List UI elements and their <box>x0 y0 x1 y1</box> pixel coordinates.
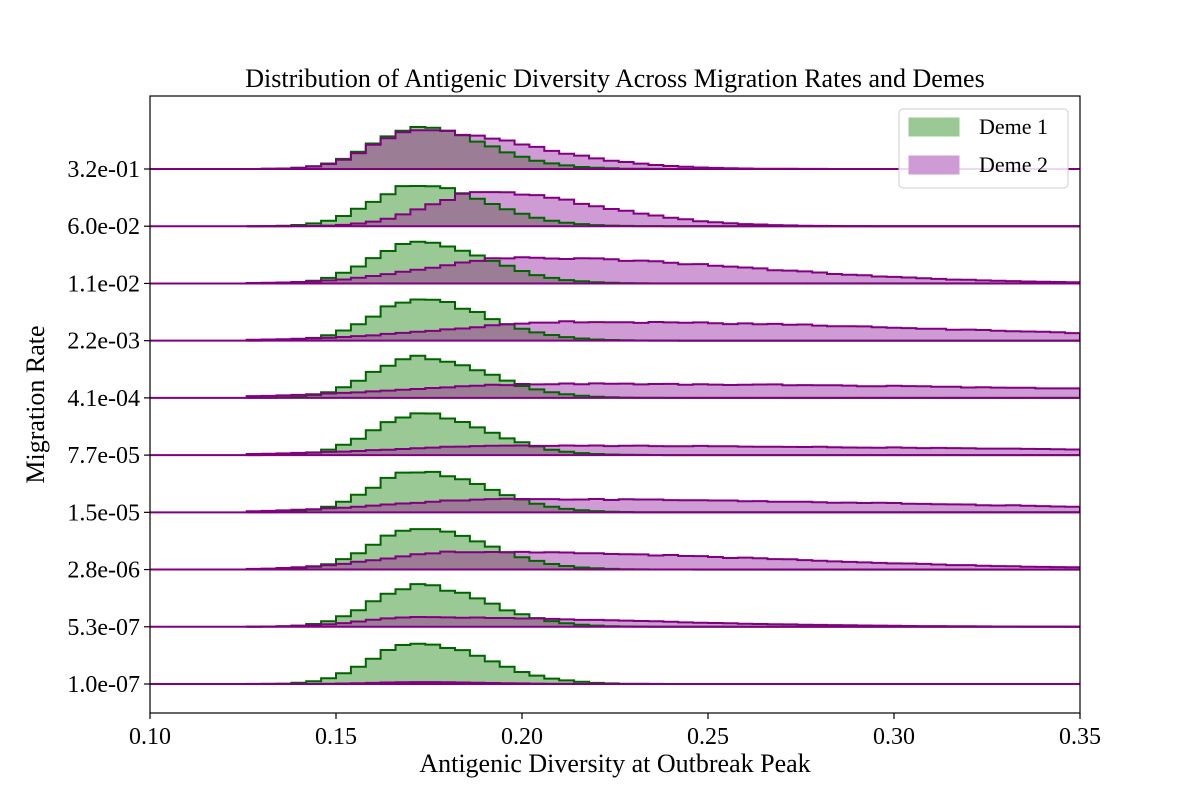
y-tick-label: 4.1e-04 <box>67 386 140 412</box>
y-tick-label: 3.2e-01 <box>67 157 140 183</box>
y-tick-label: 1.0e-07 <box>67 672 140 698</box>
x-tick-label: 0.15 <box>315 724 357 750</box>
ridge-row <box>150 412 1080 457</box>
x-tick-label: 0.30 <box>873 724 915 750</box>
ridge-row <box>150 470 1080 514</box>
axes-frame <box>149 95 1081 714</box>
y-tick-label: 1.1e-02 <box>67 271 140 297</box>
overlap-histogram-fill <box>246 324 1080 341</box>
overlap-histogram-fill <box>246 130 1080 169</box>
legend-label: Deme 2 <box>979 152 1048 177</box>
ridge-row <box>150 354 1080 399</box>
y-tick-label: 2.2e-03 <box>67 329 140 355</box>
deme2-histogram-edge <box>245 550 1080 570</box>
legend: Deme 1 Deme 2 <box>898 108 1069 189</box>
deme2-histogram-edge <box>245 320 1080 341</box>
ridge-row <box>150 126 1080 170</box>
y-tick-label: 1.5e-05 <box>67 500 140 526</box>
y-axis-label: Migration Rate <box>21 325 50 483</box>
deme2-histogram-edge <box>245 444 1080 456</box>
ridge-row <box>150 298 1080 342</box>
chart-title: Distribution of Antigenic Diversity Acro… <box>245 64 984 93</box>
y-tick-label: 2.8e-06 <box>67 558 140 584</box>
deme1-histogram-fill <box>246 643 1080 684</box>
overlap-histogram-fill <box>246 445 1080 456</box>
deme2-histogram-edge <box>245 256 1080 284</box>
legend-label: Deme 1 <box>979 114 1048 139</box>
x-tick-label: 0.10 <box>129 724 171 750</box>
ridge-row <box>150 240 1080 285</box>
overlap-histogram-fill <box>246 260 1080 284</box>
x-tick-label: 0.35 <box>1059 724 1101 750</box>
y-tick-label: 7.7e-05 <box>67 443 140 469</box>
deme1-histogram-fill <box>246 584 1080 627</box>
ridge-row <box>150 185 1080 228</box>
y-tick-label: 6.0e-02 <box>67 214 140 240</box>
x-tick-label: 0.20 <box>501 724 543 750</box>
legend-swatch <box>908 155 960 175</box>
y-tick-label: 5.3e-07 <box>67 615 140 641</box>
legend-swatch <box>908 117 960 137</box>
deme2-histogram-edge <box>245 382 1080 398</box>
overlap-histogram-fill <box>246 617 1080 627</box>
ridge-row <box>150 528 1080 571</box>
x-axis-label: Antigenic Diversity at Outbreak Peak <box>419 749 810 778</box>
deme2-histogram-edge <box>245 497 1080 513</box>
plot-area <box>150 126 1080 685</box>
x-tick-label: 0.25 <box>687 724 729 750</box>
deme1-histogram-fill <box>246 413 1080 456</box>
ridge-row <box>150 583 1080 628</box>
overlap-histogram-fill <box>246 498 1080 513</box>
overlap-histogram-fill <box>246 193 1080 227</box>
overlap-histogram-fill <box>246 551 1080 570</box>
ridge-row <box>150 642 1080 685</box>
